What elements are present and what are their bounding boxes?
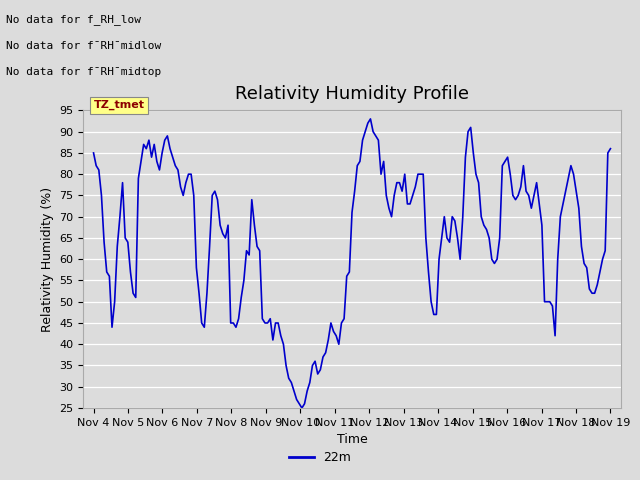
Text: TZ_tmet: TZ_tmet [93, 100, 145, 110]
X-axis label: Time: Time [337, 433, 367, 446]
Legend: 22m: 22m [284, 446, 356, 469]
Text: No data for f_RH_low: No data for f_RH_low [6, 14, 141, 25]
Text: No data for f¯RH¯midlow: No data for f¯RH¯midlow [6, 41, 162, 51]
Y-axis label: Relativity Humidity (%): Relativity Humidity (%) [41, 187, 54, 332]
Text: No data for f¯RH¯midtop: No data for f¯RH¯midtop [6, 67, 162, 77]
Title: Relativity Humidity Profile: Relativity Humidity Profile [235, 85, 469, 103]
